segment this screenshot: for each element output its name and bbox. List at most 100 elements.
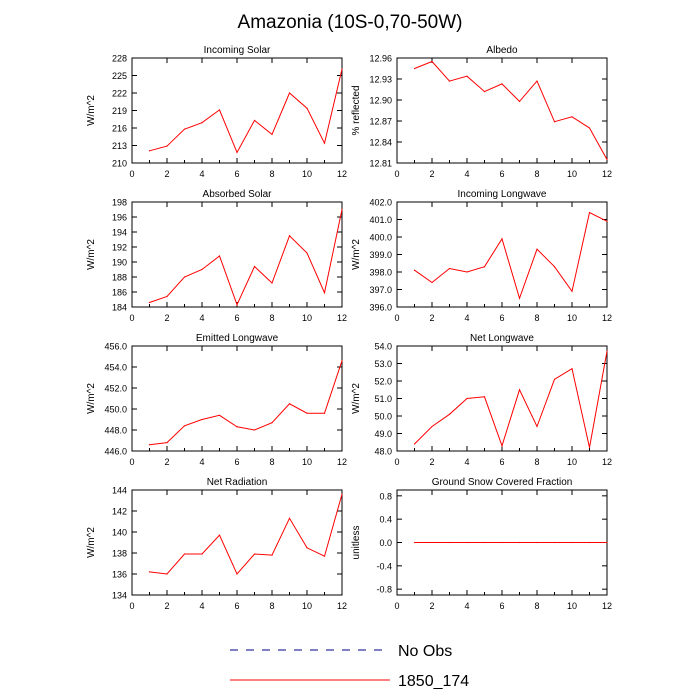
x-tick-label: 8	[534, 457, 539, 467]
legend-model-label: 1850_174	[398, 673, 469, 690]
y-axis-label: W/m^2	[351, 239, 362, 270]
plot-frame	[131, 489, 343, 596]
data-point	[201, 122, 203, 124]
data-point	[253, 429, 256, 431]
x-tick-label: 6	[234, 457, 239, 467]
x-tick-label: 2	[164, 313, 169, 323]
x-tick-label: 10	[567, 601, 577, 611]
y-tick-label: 450.0	[104, 405, 127, 415]
y-axis-label: W/m^2	[86, 383, 97, 414]
x-tick-label: 4	[199, 601, 204, 611]
x-tick-label: 8	[269, 457, 274, 467]
x-tick-label: 0	[129, 313, 134, 323]
data-point	[323, 142, 326, 144]
figure-title: Amazonia (10S-0,70-50W)	[238, 12, 463, 33]
x-tick-label: 0	[129, 169, 134, 179]
data-point	[236, 573, 238, 575]
data-point	[606, 350, 608, 352]
x-tick-label: 4	[464, 601, 469, 611]
y-tick-label: 446.0	[104, 447, 127, 457]
panel-title: Incoming Longwave	[458, 189, 547, 200]
x-tick-label: 4	[464, 313, 469, 323]
data-point	[201, 268, 203, 271]
series-line-1850_174	[149, 360, 343, 446]
data-point	[341, 68, 343, 70]
data-point	[166, 573, 168, 575]
x-tick-label: 10	[302, 313, 312, 323]
data-point	[466, 541, 468, 544]
x-tick-label: 10	[302, 169, 312, 179]
x-tick-label: 8	[534, 601, 539, 611]
data-point	[606, 220, 608, 222]
y-axis-label: W/m^2	[351, 383, 362, 414]
data-point	[306, 412, 308, 414]
data-point	[341, 360, 343, 362]
data-point	[553, 378, 556, 380]
data-point	[571, 290, 573, 292]
y-tick-label: 398.0	[369, 268, 392, 278]
data-point	[536, 248, 538, 250]
data-point	[536, 425, 538, 428]
data-point	[253, 553, 256, 555]
y-tick-label: -0.8	[376, 585, 392, 595]
x-tick-label: 4	[199, 169, 204, 179]
y-tick-label: 12.93	[369, 75, 392, 85]
data-point	[323, 292, 326, 294]
series-line-1850_174	[149, 494, 343, 575]
x-tick-label: 2	[164, 457, 169, 467]
y-tick-label: 12.96	[369, 54, 392, 64]
data-point	[288, 92, 291, 94]
x-tick-label: 8	[269, 169, 274, 179]
y-tick-label: 456.0	[104, 342, 127, 352]
data-point	[588, 127, 591, 129]
data-point	[466, 75, 468, 77]
data-point	[288, 403, 291, 405]
y-tick-label: 0.8	[379, 491, 392, 501]
panel-title: Incoming Solar	[204, 45, 271, 56]
panel-albedo: Albedo % reflected 0 2 4 6 8 10 12 12.81 12.84 12.8…	[351, 45, 612, 179]
plot-frame	[396, 345, 608, 452]
x-tick-label: 12	[602, 313, 612, 323]
data-point	[323, 412, 326, 414]
y-tick-label: 219	[112, 106, 127, 116]
legend-obs-label: No Obs	[398, 643, 452, 660]
data-point	[483, 266, 486, 268]
y-axis-label: W/m^2	[86, 95, 97, 126]
data-point	[323, 555, 326, 557]
x-tick-label: 6	[234, 601, 239, 611]
data-point	[166, 442, 168, 444]
y-tick-label: 134	[112, 591, 127, 601]
data-point	[588, 211, 591, 214]
y-tick-label: 198	[112, 198, 127, 208]
x-tick-label: 4	[199, 457, 204, 467]
y-tick-label: 53.0	[374, 359, 392, 369]
y-tick-label: 397.0	[369, 285, 392, 295]
plot-frame	[396, 201, 608, 308]
y-tick-label: 213	[112, 141, 127, 151]
x-tick-label: 0	[394, 601, 399, 611]
data-point	[218, 255, 221, 257]
x-tick-label: 2	[429, 601, 434, 611]
data-point	[306, 547, 308, 549]
panel-net-longwave: Net Longwave W/m^2 0 2 4 6 8 10 12 48.0 49.0 50.0 51…	[351, 333, 612, 467]
y-tick-label: 0.4	[379, 515, 392, 525]
x-tick-label: 8	[534, 169, 539, 179]
y-tick-label: -0.4	[376, 561, 392, 571]
data-point	[166, 295, 168, 298]
y-tick-label: 138	[112, 549, 127, 559]
y-tick-label: 12.90	[369, 96, 392, 106]
data-point	[501, 238, 503, 240]
series-line-1850_174	[149, 209, 343, 307]
x-tick-label: 12	[602, 601, 612, 611]
data-point	[448, 541, 451, 544]
plot-frame	[396, 57, 608, 164]
data-point	[553, 121, 556, 123]
y-tick-label: 400.0	[369, 233, 392, 243]
data-point	[606, 541, 608, 544]
x-tick-label: 0	[129, 457, 134, 467]
y-tick-label: 12.81	[369, 159, 392, 169]
data-point	[288, 235, 291, 237]
data-point	[148, 571, 151, 573]
data-point	[271, 133, 273, 136]
data-point	[236, 304, 238, 306]
